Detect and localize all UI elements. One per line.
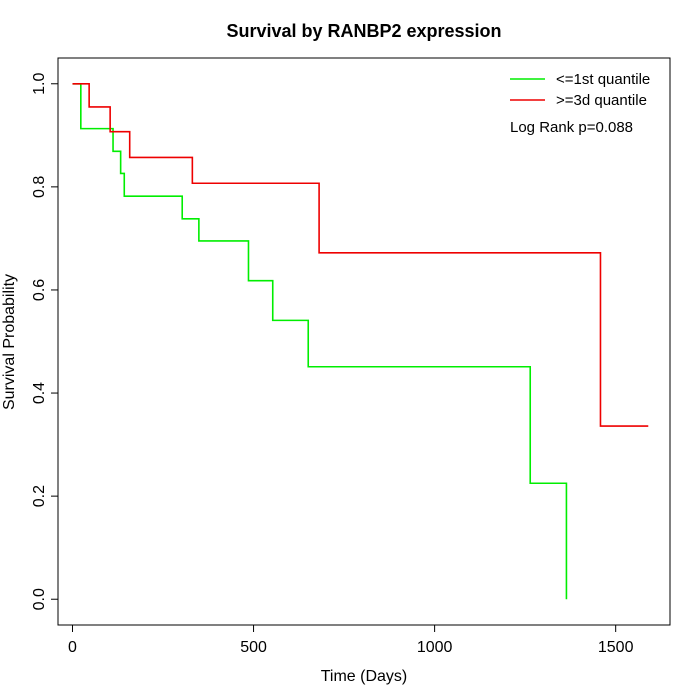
series-layer: [72, 82, 649, 600]
survival-curve-2: [72, 82, 649, 427]
y-axis-label: Survival Probability: [1, 274, 18, 410]
y-tick-label: 1.0: [31, 73, 48, 95]
legend-label-1: <=1st quantile: [556, 71, 650, 88]
y-tick-label: 0.6: [31, 279, 48, 301]
plot-frame: [57, 57, 671, 626]
legend: <=1st quantile >=3d quantile: [510, 71, 650, 109]
log-rank-annotation: Log Rank p=0.088: [510, 119, 633, 136]
x-axis-label: Time (Days): [321, 668, 408, 685]
legend-label-2: >=3d quantile: [556, 92, 647, 109]
x-tick-label: 1500: [598, 639, 634, 656]
y-tick-label: 0.4: [31, 382, 48, 404]
chart-title: Survival by RANBP2 expression: [226, 21, 501, 41]
y-tick-label: 0.0: [31, 588, 48, 610]
x-tick-label: 1000: [417, 639, 453, 656]
survival-curve-1: [72, 82, 568, 600]
y-axis: 0.0 0.2 0.4 0.6 0.8 1.0: [31, 73, 59, 610]
y-tick-label: 0.2: [31, 485, 48, 507]
y-tick-label: 0.8: [31, 176, 48, 198]
x-axis: 0 500 1000 1500: [68, 624, 634, 656]
x-tick-label: 500: [240, 639, 267, 656]
x-tick-label: 0: [68, 639, 77, 656]
